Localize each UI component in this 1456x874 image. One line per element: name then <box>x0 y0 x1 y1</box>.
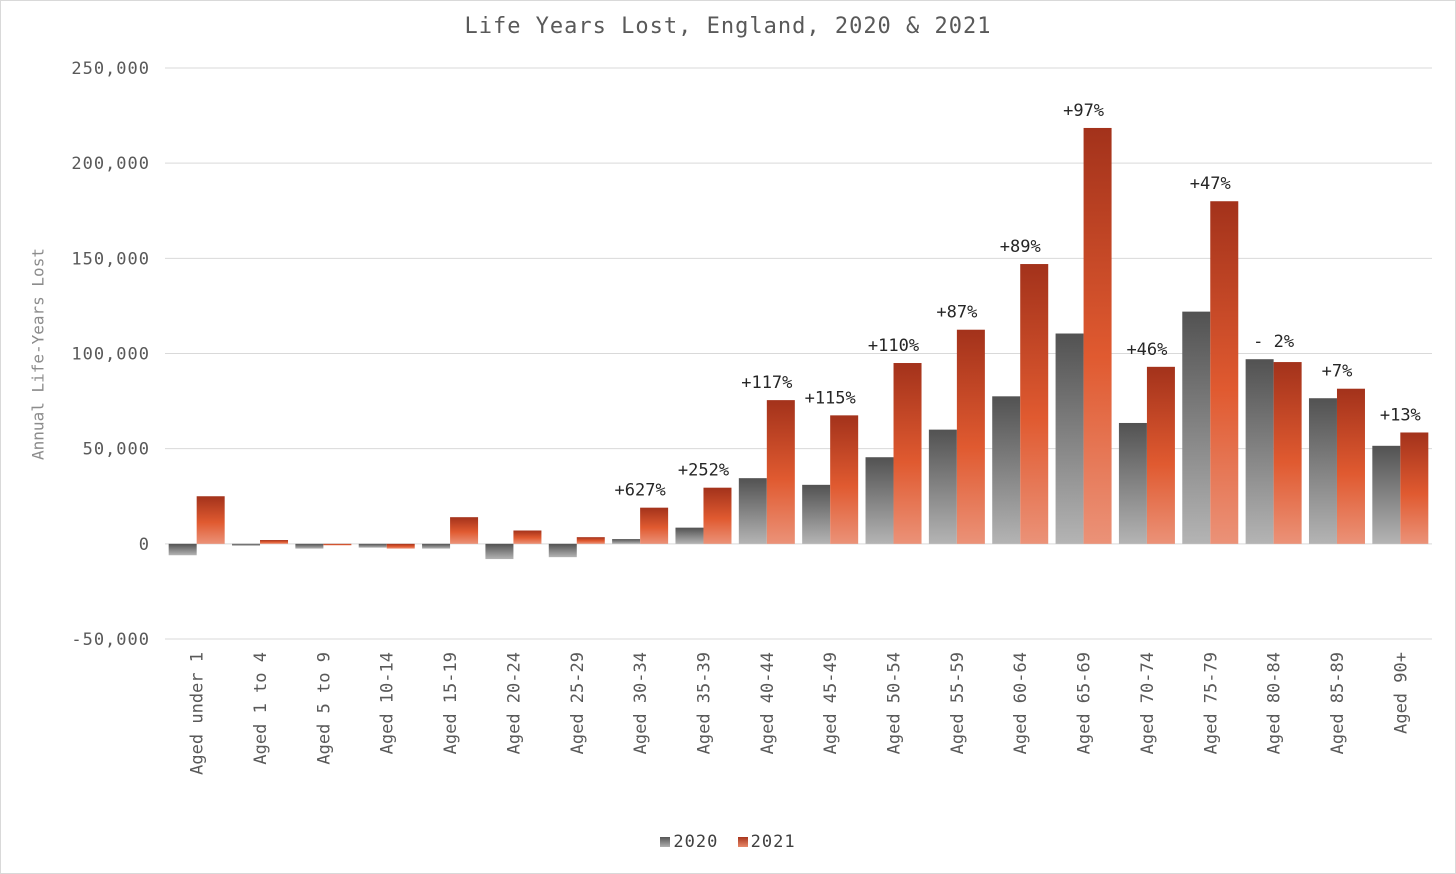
x-tick-label: Aged under 1 <box>188 652 208 775</box>
x-tick-label: Aged 10-14 <box>378 652 398 754</box>
x-tick-label: Aged 45-49 <box>821 652 841 754</box>
bar-2020 <box>1372 445 1401 544</box>
bar-2020 <box>1245 359 1274 544</box>
data-label: +117% <box>741 373 792 393</box>
legend-label-2020: 2020 <box>673 832 719 852</box>
data-label: +252% <box>678 461 729 481</box>
bar-2020 <box>232 543 261 546</box>
x-tick-label: Aged 40-44 <box>758 652 778 754</box>
data-label: +115% <box>805 388 856 408</box>
bar-2020 <box>358 543 387 548</box>
bar-2020 <box>548 543 577 558</box>
x-tick-label: Aged 25-29 <box>568 652 588 754</box>
bar-2021 <box>1273 362 1302 544</box>
data-label: +7% <box>1322 362 1353 382</box>
y-tick-label: 150,000 <box>71 249 150 269</box>
legend-swatch-2020 <box>660 837 671 847</box>
bar-2021 <box>513 530 542 544</box>
bar-2021 <box>450 517 479 544</box>
x-tick-label: Aged 90+ <box>1391 652 1411 734</box>
bar-2021 <box>766 400 795 544</box>
bar-2021 <box>703 487 732 544</box>
legend: 2020 2021 <box>0 832 1456 852</box>
x-tick-label: Aged 1 to 4 <box>251 652 271 765</box>
x-tick-label: Aged 85-89 <box>1328 652 1348 754</box>
x-tick-label: Aged 20-24 <box>504 652 524 754</box>
bar-2020 <box>295 543 324 549</box>
bar-2021 <box>1146 366 1175 544</box>
bar-2021 <box>1336 388 1365 544</box>
bar-2020 <box>1055 333 1084 544</box>
bar-2021 <box>640 507 669 544</box>
x-tick-label: Aged 5 to 9 <box>314 652 334 765</box>
bar-2020 <box>612 539 641 544</box>
bar-2021 <box>576 537 605 544</box>
bar-2020 <box>865 457 894 544</box>
data-label: +46% <box>1126 340 1167 360</box>
bar-2020 <box>422 543 451 549</box>
y-tick-labels: 250,000 200,000 150,000 100,000 50,000 0 -50,0… <box>71 59 150 650</box>
bar-2021 <box>386 543 415 549</box>
bar-2021 <box>956 329 985 544</box>
bar-2020 <box>1182 311 1211 544</box>
x-tick-labels: Aged under 1 Aged 1 to 4 Aged 5 to 9 Aged 1… <box>188 652 1412 775</box>
y-tick-label: 200,000 <box>71 154 150 174</box>
data-label: - 2% <box>1253 332 1294 352</box>
data-label: +97% <box>1063 101 1104 121</box>
data-label: +47% <box>1190 174 1231 194</box>
y-tick-label: 250,000 <box>71 59 150 79</box>
bar-2021 <box>323 543 352 546</box>
bar-2021 <box>260 540 289 544</box>
x-tick-label: Aged 60-64 <box>1011 652 1031 754</box>
legend-item-2021: 2021 <box>737 832 796 852</box>
x-tick-label: Aged 65-69 <box>1075 652 1095 754</box>
y-tick-label: 50,000 <box>83 440 150 460</box>
gridlines <box>165 67 1432 640</box>
x-tick-label: Aged 15-19 <box>441 652 461 754</box>
x-tick-label: Aged 75-79 <box>1201 652 1221 754</box>
x-tick-label: Aged 80-84 <box>1265 652 1285 754</box>
bar-2021 <box>1083 127 1112 544</box>
bars <box>168 127 1429 560</box>
bar-2020 <box>675 527 704 544</box>
data-label: +110% <box>868 336 919 356</box>
bar-2020 <box>992 396 1021 544</box>
y-tick-label: 100,000 <box>71 345 150 365</box>
data-label: +89% <box>1000 237 1041 257</box>
bar-2020 <box>1118 422 1147 544</box>
data-labels: +627% +252% +117% +115% +110% +87% +89% +97% +46… <box>615 101 1421 501</box>
bar-2021 <box>830 415 859 544</box>
bar-2021 <box>1020 264 1049 544</box>
chart-title: Life Years Lost, England, 2020 & 2021 <box>464 14 992 39</box>
bar-2020 <box>168 543 197 556</box>
legend-label-2021: 2021 <box>750 832 796 852</box>
bar-2020 <box>738 478 767 544</box>
data-label: +13% <box>1380 405 1421 425</box>
x-tick-label: Aged 70-74 <box>1138 652 1158 754</box>
legend-swatch-2021 <box>737 837 748 847</box>
bar-2020 <box>802 484 831 544</box>
data-label: +627% <box>615 481 666 501</box>
bar-2021 <box>196 496 225 544</box>
bar-2021 <box>1210 201 1239 544</box>
y-tick-label: 0 <box>139 535 150 555</box>
bar-2020 <box>928 429 957 544</box>
x-tick-label: Aged 55-59 <box>948 652 968 754</box>
x-tick-label: Aged 30-34 <box>631 652 651 754</box>
bar-2020 <box>1308 398 1337 544</box>
x-tick-label: Aged 50-54 <box>885 652 905 754</box>
bar-2021 <box>893 363 922 544</box>
data-label: +87% <box>936 303 977 323</box>
bar-2021 <box>1400 432 1429 544</box>
x-tick-label: Aged 35-39 <box>694 652 714 754</box>
y-tick-label: -50,000 <box>71 630 150 650</box>
legend-item-2020: 2020 <box>660 832 718 852</box>
bar-2020 <box>485 543 514 560</box>
